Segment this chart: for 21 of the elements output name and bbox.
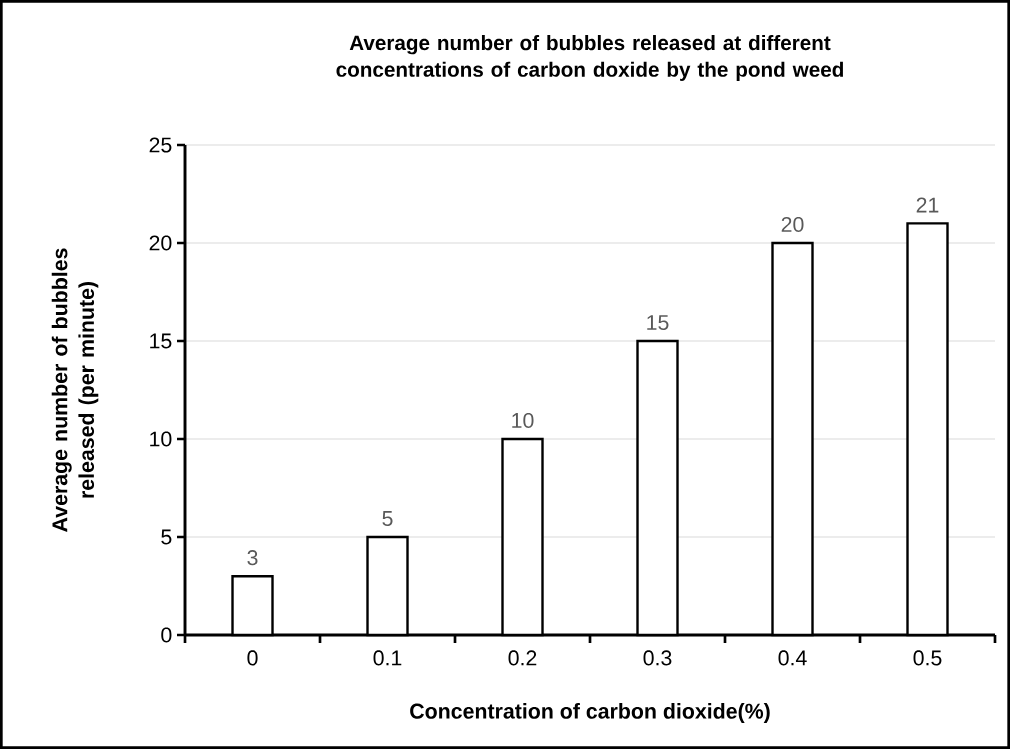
data-label: 3	[247, 550, 258, 566]
x-tick-label: 0.2	[508, 650, 537, 666]
y-tick-label: 5	[161, 529, 172, 545]
y-tick-label: 0	[161, 627, 172, 643]
x-tick-label: 0	[247, 650, 258, 666]
data-label: 5	[382, 511, 393, 527]
x-tick-label: 0.4	[778, 650, 807, 666]
y-tick-label: 15	[150, 333, 172, 349]
x-tick-label: 0.5	[913, 650, 942, 666]
x-tick-label: 0.3	[643, 650, 672, 666]
data-label: 20	[781, 216, 804, 233]
data-label: 15	[647, 315, 669, 331]
y-tick-label: 25	[149, 137, 172, 153]
data-label: 10	[512, 412, 534, 429]
data-label: 21	[916, 197, 939, 213]
chart-title: Average number of bubbles released at different concentrations of carbon doxide by the pond weed	[336, 35, 843, 81]
x-axis-title: Concentration of carbon dioxide(%)	[410, 703, 770, 723]
y-tick-label: 20	[149, 235, 172, 251]
y-axis-title: Average number of bubbles released (per minute)	[51, 248, 99, 532]
y-tick-label: 10	[150, 431, 172, 447]
x-tick-label: 0.1	[373, 650, 402, 666]
